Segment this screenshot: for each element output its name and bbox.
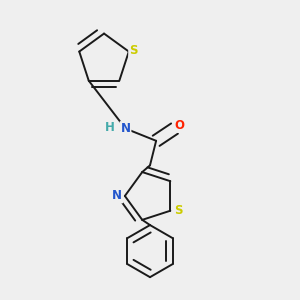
Text: H: H bbox=[105, 121, 115, 134]
Text: S: S bbox=[129, 44, 138, 56]
Text: N: N bbox=[121, 122, 130, 135]
Text: O: O bbox=[174, 119, 184, 132]
Text: N: N bbox=[112, 190, 122, 202]
Text: S: S bbox=[174, 204, 182, 217]
